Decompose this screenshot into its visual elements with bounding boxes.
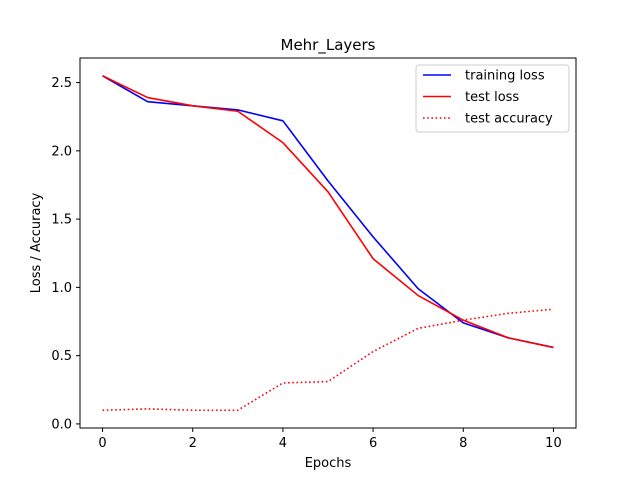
series-line-0 [102,75,554,349]
legend-label-1: test loss [465,90,519,105]
series-layer [102,75,554,412]
x-tick-label: 6 [369,436,377,451]
x-tick-label: 8 [459,436,467,451]
legend-label-0: training loss [465,69,545,84]
series-line-1 [102,75,554,349]
x-axis-ticks: 0 2 4 6 8 10 [98,428,562,451]
y-tick-label: 1.5 [51,213,72,228]
y-tick-label: 1.0 [51,281,72,296]
legend-entries: training loss test loss test accuracy [423,69,553,127]
x-tick-label: 10 [545,436,562,451]
y-tick-label: 0.5 [51,349,72,364]
x-tick-label: 4 [279,436,287,451]
x-tick-label: 2 [189,436,197,451]
y-tick-label: 2.0 [51,144,72,159]
x-tick-label: 0 [98,436,106,451]
plot-frame [79,57,577,429]
y-tick-label: 0.0 [51,417,72,432]
x-axis-label: Epochs [305,456,352,471]
legend: training loss test loss test accuracy [415,64,570,133]
y-tick-label: 2.5 [51,76,72,91]
chart-title: Mehr_Layers [281,36,376,55]
legend-box [415,64,570,133]
series-line-2 [102,308,554,412]
y-axis-ticks: 0.0 0.5 1.0 1.5 2.0 2.5 [51,76,80,432]
legend-label-2: test accuracy [465,112,553,127]
y-axis-label: Loss / Accuracy [29,192,44,293]
